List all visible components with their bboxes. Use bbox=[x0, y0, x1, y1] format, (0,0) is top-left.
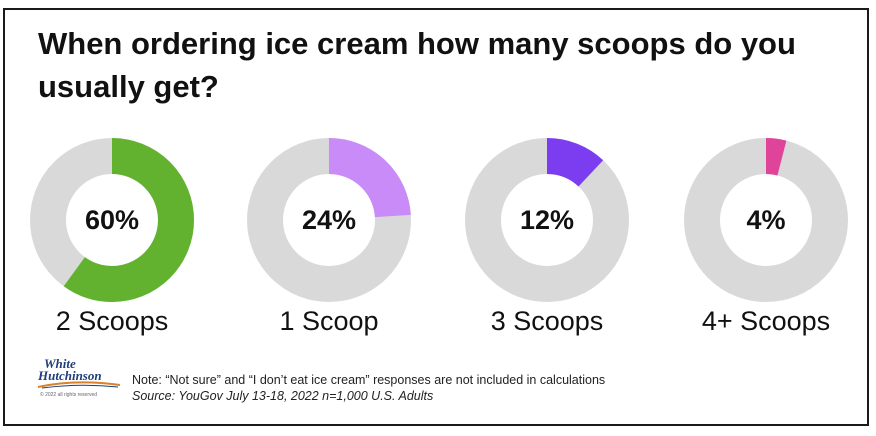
logo-swoosh-icon bbox=[37, 381, 121, 389]
donut-3-scoops: 12% bbox=[465, 138, 629, 302]
category-label-2-scoops: 2 Scoops bbox=[55, 306, 169, 336]
donut-2-scoops: 60% bbox=[30, 138, 194, 302]
category-label-1-scoop: 1 Scoop bbox=[279, 306, 379, 336]
category-label-3-scoops: 3 Scoops bbox=[490, 306, 604, 336]
category-label-4-plus-scoops: 4+ Scoops bbox=[701, 306, 831, 336]
donut-slice-3-scoops bbox=[465, 138, 629, 302]
donut-slice-2-scoops bbox=[30, 138, 194, 302]
value-label-2-scoops: 60% bbox=[84, 204, 140, 235]
footer-note: Note: “Not sure” and “I don’t eat ice cr… bbox=[132, 373, 606, 387]
chart-frame bbox=[3, 8, 869, 426]
logo-copyright: © 2022 all rights reserved bbox=[40, 392, 98, 398]
donut-slice-1-scoop bbox=[247, 138, 411, 302]
footer-source: Source: YouGov July 13-18, 2022 n=1,000 … bbox=[132, 389, 434, 403]
white-hutchinson-logo: White Hutchinson © 2022 all rights reser… bbox=[34, 356, 126, 402]
value-label-4-plus-scoops: 4% bbox=[746, 204, 786, 235]
chart-title: When ordering ice cream how many scoops … bbox=[38, 26, 796, 104]
logo-text-line2: Hutchinson bbox=[38, 368, 102, 383]
value-label-3-scoops: 12% bbox=[519, 204, 575, 235]
donut-1-scoop: 24% bbox=[247, 138, 411, 302]
value-label-1-scoop: 24% bbox=[301, 204, 357, 235]
donut-4-plus-scoops: 4% bbox=[684, 138, 848, 302]
logo-text-line1: White bbox=[44, 356, 76, 371]
donut-slice-4-plus-scoops bbox=[684, 138, 848, 302]
